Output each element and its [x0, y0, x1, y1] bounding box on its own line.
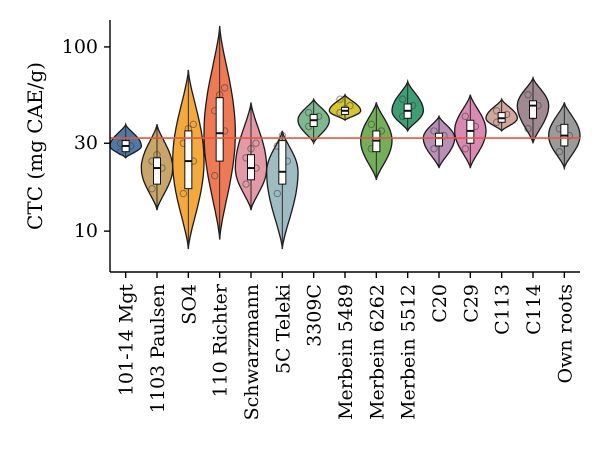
data-point — [524, 124, 532, 133]
data-point — [336, 95, 344, 103]
category-label: C114 — [523, 284, 545, 335]
category-label: C113 — [492, 284, 514, 335]
data-point — [492, 107, 501, 115]
data-point — [273, 189, 282, 198]
y-tick-label: 30 — [74, 132, 98, 154]
violin-group — [203, 25, 236, 240]
data-point — [555, 147, 564, 156]
violins-layer — [109, 25, 581, 250]
data-point — [220, 84, 229, 92]
y-ticks: 10 30 100 — [62, 36, 110, 242]
data-point — [524, 91, 532, 99]
violin-group — [548, 102, 581, 171]
data-point — [461, 145, 470, 153]
iqr-box — [529, 100, 537, 119]
violin-group — [234, 102, 268, 211]
data-point — [148, 184, 156, 193]
iqr-box — [435, 132, 443, 147]
data-point — [179, 189, 188, 198]
violin-group — [328, 93, 362, 122]
x-ticks: 101-14 Mgt 1103 Paulsen SO4 110 Richter Schw… — [116, 272, 576, 420]
violin-group — [516, 75, 550, 144]
data-point — [247, 145, 255, 153]
y-tick-label: 100 — [62, 36, 98, 58]
violin-group — [172, 69, 205, 250]
category-label: 5C Teleki — [272, 284, 294, 374]
category-label: 1103 Paulsen — [147, 284, 169, 413]
violin-group — [266, 130, 299, 250]
data-point — [461, 112, 470, 121]
violin-group — [140, 124, 174, 211]
data-point — [367, 120, 376, 129]
y-axis-label: CTC (mg CAE/g) — [23, 62, 47, 230]
category-label: SO4 — [178, 284, 200, 325]
data-point — [430, 127, 438, 135]
data-point — [242, 180, 250, 188]
violin-group — [454, 94, 487, 169]
violin-group — [422, 114, 456, 169]
data-point — [346, 101, 354, 110]
data-point — [398, 95, 407, 103]
category-label: 110 Richter — [210, 283, 232, 397]
category-label: Own roots — [554, 284, 576, 383]
data-point — [430, 145, 438, 153]
violin-group — [485, 97, 518, 132]
category-label: C20 — [429, 284, 451, 323]
violin-group — [360, 102, 393, 180]
category-label: Merbein 5489 — [335, 284, 357, 420]
violin-group — [297, 97, 330, 146]
iqr-box — [184, 130, 193, 190]
category-label: C29 — [460, 284, 482, 323]
category-label: Merbein 5512 — [398, 284, 420, 420]
data-point — [304, 108, 313, 117]
data-point — [210, 171, 219, 180]
data-point — [189, 120, 198, 129]
iqr-box — [153, 157, 161, 185]
iqr-box — [215, 97, 224, 162]
category-label: Schwarzmann — [241, 284, 263, 420]
iqr-box — [278, 140, 287, 185]
category-label: 101-14 Mgt — [116, 284, 138, 397]
category-label: 3309C — [304, 284, 326, 347]
y-tick-label: 10 — [74, 220, 98, 242]
category-label: Merbein 6262 — [366, 284, 388, 420]
violin-group — [391, 78, 424, 133]
violin-group — [109, 122, 142, 159]
data-point — [252, 139, 260, 147]
